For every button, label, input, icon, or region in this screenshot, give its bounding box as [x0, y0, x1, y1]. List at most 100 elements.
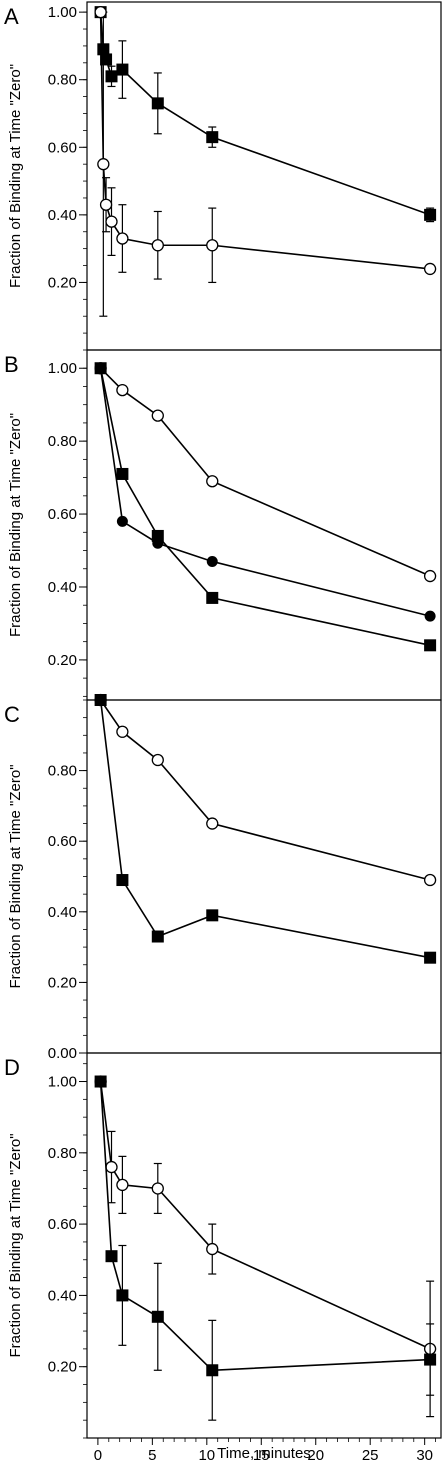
y-tick-label: 0.60 — [48, 506, 77, 523]
data-point-square — [151, 1310, 164, 1323]
panel-letter: C — [4, 702, 20, 727]
data-point-open-circle — [151, 753, 164, 767]
x-axis-label: Time, minutes — [217, 1445, 311, 1462]
series-open-circle — [94, 693, 437, 887]
panel-letter: B — [4, 352, 19, 377]
data-point-filled-circle — [116, 515, 128, 527]
series-filled-square — [94, 362, 437, 652]
x-tick-label: 30 — [416, 1447, 433, 1464]
data-point-square — [116, 874, 129, 887]
data-point-square — [206, 909, 219, 922]
y-tick-label: 0.20 — [48, 974, 77, 991]
series-line — [99, 1081, 431, 1350]
data-point-open-circle — [423, 262, 437, 276]
data-point-open-circle — [97, 158, 110, 171]
data-point-open-circle — [151, 239, 164, 252]
y-tick-label: 1.00 — [48, 1074, 77, 1091]
series-line — [99, 12, 431, 216]
series-line — [99, 1081, 431, 1372]
y-tick-label: 0.80 — [48, 763, 77, 780]
panel-c: C 0.00 0.20 0.40 0.60 0.80 Fraction of Binding… — [4, 693, 442, 1062]
data-point-square — [94, 694, 107, 706]
x-tick-label: 10 — [198, 1447, 215, 1464]
data-point-square — [151, 97, 164, 110]
y-tick-label: 0.80 — [48, 433, 77, 450]
y-tick-label: 0.40 — [48, 1287, 77, 1304]
x-tick-label: 25 — [362, 1447, 379, 1464]
panel-letter: D — [4, 1055, 20, 1080]
data-point-open-circle — [99, 198, 113, 211]
y-tick-label: 0.40 — [48, 904, 77, 921]
series-line — [99, 12, 431, 270]
data-point-square — [100, 53, 113, 66]
panel-frame — [86, 1052, 442, 1439]
y-tick-label: 0.20 — [48, 1359, 77, 1376]
data-point-open-circle — [94, 5, 107, 19]
data-point-open-circle — [206, 239, 219, 252]
y-axis-label: Fraction of Binding at Time "Zero" — [7, 1133, 24, 1357]
data-point-square — [206, 131, 219, 144]
y-tick-label: 1.00 — [48, 4, 77, 21]
data-point-open-circle — [116, 383, 129, 397]
y-tick-label: 0.60 — [48, 139, 77, 156]
data-point-open-circle — [206, 475, 219, 488]
y-tick-label: 0.20 — [48, 652, 77, 669]
data-point-square — [206, 1364, 219, 1377]
series-filled-square — [94, 6, 437, 223]
data-point-square — [105, 70, 118, 83]
series-filled-square — [94, 1075, 437, 1421]
series-open-circle — [94, 362, 437, 583]
data-point-open-circle — [116, 1178, 129, 1192]
series-line — [99, 699, 431, 959]
data-point-square — [424, 208, 437, 221]
y-tick-label: 0.40 — [48, 207, 77, 224]
panel-a: A 0.20 0.40 0.60 0.80 1.00 Fraction of Binding… — [4, 1, 442, 351]
data-point-open-circle — [151, 1182, 164, 1195]
data-point-square — [105, 1250, 118, 1263]
data-point-filled-circle — [152, 537, 164, 549]
panel-letter: A — [4, 4, 19, 29]
data-point-filled-circle — [206, 555, 218, 567]
data-point-square — [116, 63, 129, 76]
data-point-filled-circle — [424, 610, 436, 622]
data-point-open-circle — [423, 873, 437, 887]
y-tick-label: 0.40 — [48, 579, 77, 596]
x-tick-label: 20 — [307, 1447, 324, 1464]
data-point-open-circle — [206, 1242, 219, 1256]
data-point-square — [151, 930, 164, 943]
series-line — [100, 367, 431, 577]
y-axis-label: Fraction of Binding at Time "Zero" — [7, 413, 24, 637]
data-point-open-circle — [206, 817, 219, 830]
data-point-square — [424, 1353, 437, 1366]
y-axis-label: Fraction of Binding at Time "Zero" — [7, 764, 24, 988]
data-point-square — [424, 951, 437, 964]
y-tick-label: 0.60 — [48, 833, 77, 850]
data-point-open-circle — [105, 215, 118, 228]
panel-d: D 0.20 0.40 0.60 0.80 1.00 Fraction of Binding… — [4, 1052, 442, 1439]
data-point-open-circle — [116, 725, 129, 738]
y-tick-label: 0.20 — [48, 274, 77, 291]
data-point-open-circle — [116, 232, 129, 245]
series-filled-square — [94, 694, 437, 964]
data-point-filled-circle — [95, 362, 107, 374]
x-tick-label: 0 — [94, 1447, 102, 1464]
data-point-open-circle — [151, 409, 164, 422]
series-line — [99, 699, 431, 881]
y-axis-label: Fraction of Binding at Time "Zero" — [7, 64, 24, 288]
panel-b: B 0.20 0.40 0.60 0.80 1.00 Fraction of Binding… — [4, 349, 442, 701]
series-filled-circle — [95, 362, 436, 622]
series-line — [99, 368, 431, 617]
data-point-open-circle — [423, 569, 437, 583]
y-tick-label: 0.80 — [48, 1145, 77, 1162]
panel-frame — [86, 1, 442, 351]
data-point-square — [116, 467, 129, 480]
series-open-circle — [94, 5, 437, 317]
x-tick-label: 5 — [148, 1447, 156, 1464]
panel-frame — [86, 699, 442, 1054]
x-axis: 0 5 10 15 20 25 30 Time, minutes — [94, 1438, 436, 1464]
series-open-circle — [94, 1075, 437, 1418]
data-point-open-circle — [105, 1160, 118, 1174]
y-tick-label: 0.80 — [48, 72, 77, 89]
data-point-square — [206, 591, 219, 604]
